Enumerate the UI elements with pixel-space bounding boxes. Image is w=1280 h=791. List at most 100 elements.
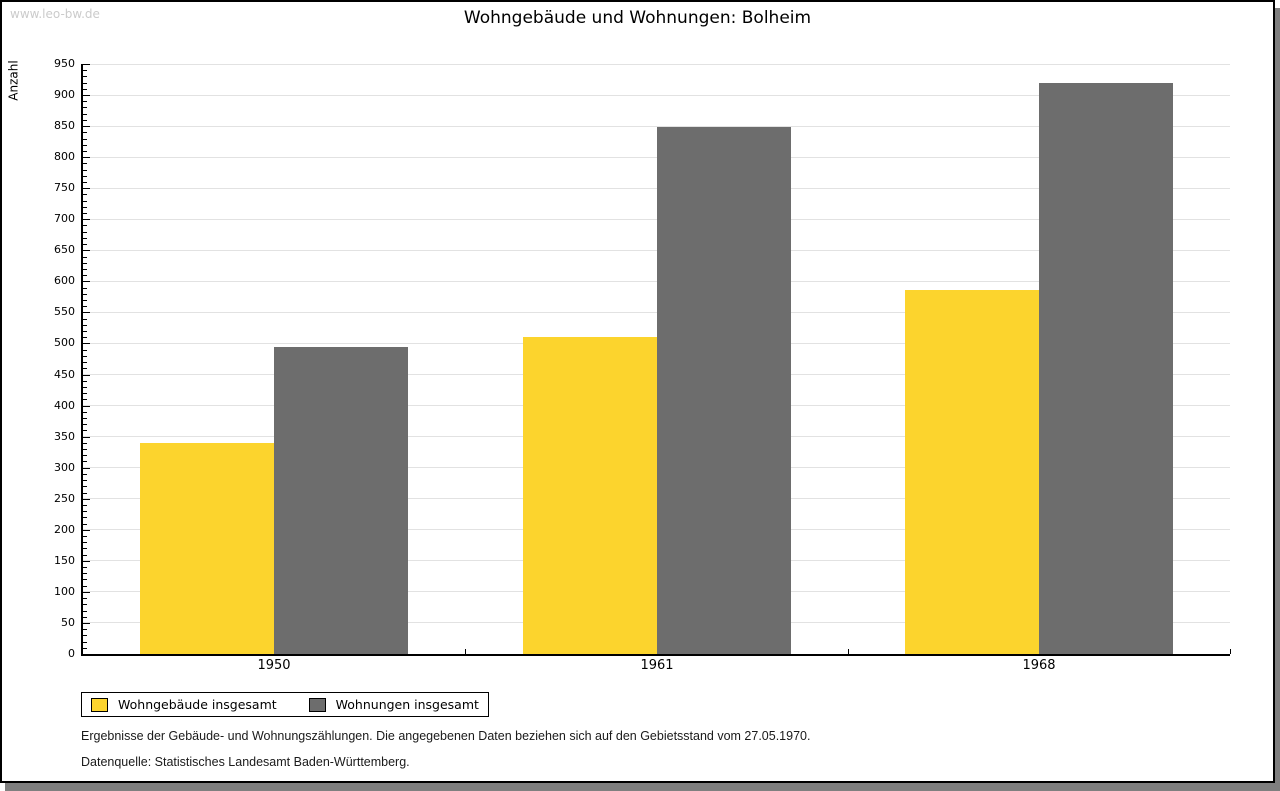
y-minor-tick — [83, 573, 87, 575]
y-minor-tick — [83, 225, 87, 227]
legend-swatch — [91, 697, 108, 712]
y-minor-tick — [83, 101, 87, 103]
y-minor-tick — [83, 517, 87, 519]
y-tick-label: 350 — [54, 429, 75, 443]
y-major-tick — [83, 281, 90, 283]
y-minor-tick — [83, 616, 87, 618]
gridline — [83, 249, 1230, 251]
y-minor-tick — [83, 399, 87, 401]
y-minor-tick — [83, 424, 87, 426]
y-minor-tick — [83, 169, 87, 171]
bar-wohngebaeude-1950 — [140, 442, 274, 654]
y-tick-label: 600 — [54, 274, 75, 288]
legend-label: Wohngebäude insgesamt — [118, 697, 277, 712]
y-tick-label: 900 — [54, 88, 75, 102]
y-major-tick — [83, 126, 90, 128]
chart-title: Wohngebäude und Wohnungen: Bolheim — [463, 8, 812, 28]
y-minor-tick — [83, 355, 87, 357]
legend-label: Wohnungen insgesamt — [335, 697, 479, 712]
y-tick-label: 650 — [54, 243, 75, 257]
y-minor-tick — [83, 262, 87, 264]
y-minor-tick — [83, 604, 87, 606]
y-minor-tick — [83, 442, 87, 444]
y-tick-label: 800 — [54, 150, 75, 164]
y-minor-tick — [83, 629, 87, 631]
y-minor-tick — [83, 504, 87, 506]
watermark: www.leo-bw.de — [10, 7, 100, 21]
y-minor-tick — [83, 275, 87, 277]
gridline — [83, 94, 1230, 96]
y-major-tick — [83, 374, 90, 376]
y-minor-tick — [83, 244, 87, 246]
y-minor-tick — [83, 492, 87, 494]
y-minor-tick — [83, 585, 87, 587]
gridline — [83, 63, 1230, 65]
y-tick-label: 400 — [54, 398, 75, 412]
y-major-tick — [83, 219, 90, 221]
footnote: Ergebnisse der Gebäude- und Wohnungszähl… — [81, 729, 811, 743]
y-minor-tick — [83, 163, 87, 165]
y-minor-tick — [83, 480, 87, 482]
y-tick-label: 700 — [54, 212, 75, 226]
y-minor-tick — [83, 486, 87, 488]
y-minor-tick — [83, 194, 87, 196]
legend-item: Wohngebäude insgesamt — [91, 697, 277, 712]
y-minor-tick — [83, 200, 87, 202]
y-tick-label: 200 — [54, 522, 75, 536]
legend-item: Wohnungen insgesamt — [308, 697, 479, 712]
y-minor-tick — [83, 213, 87, 215]
y-minor-tick — [83, 82, 87, 84]
y-tick-label: 950 — [54, 57, 75, 70]
y-tick-label: 250 — [54, 491, 75, 505]
bar-wohnungen-1950 — [274, 347, 408, 654]
y-minor-tick — [83, 449, 87, 451]
y-minor-tick — [83, 473, 87, 475]
y-major-tick — [83, 64, 90, 65]
y-tick-label: 150 — [54, 553, 75, 567]
y-minor-tick — [83, 548, 87, 550]
source-note: Datenquelle: Statistisches Landesamt Bad… — [81, 755, 410, 769]
y-minor-tick — [83, 113, 87, 115]
y-minor-tick — [83, 318, 87, 320]
y-minor-tick — [83, 455, 87, 457]
y-minor-tick — [83, 461, 87, 463]
plot-area: 0 50 100 150 200 250 300 350 400 450 500 550 600 650 7… — [54, 57, 1231, 673]
y-tick-label: 300 — [54, 460, 75, 474]
y-minor-tick — [83, 182, 87, 183]
y-minor-tick — [83, 368, 87, 370]
y-major-tick — [83, 405, 90, 407]
y-minor-tick — [83, 306, 87, 308]
y-major-tick — [83, 591, 90, 593]
legend: Wohngebäude insgesamt Wohnungen insgesamt — [81, 692, 489, 717]
y-major-tick — [83, 343, 90, 345]
y-minor-tick — [83, 523, 87, 525]
y-minor-tick — [83, 107, 87, 109]
y-minor-tick — [83, 647, 87, 649]
y-minor-tick — [83, 331, 87, 333]
y-minor-tick — [83, 536, 87, 537]
y-minor-tick — [83, 380, 87, 382]
y-minor-tick — [83, 150, 87, 152]
y-major-tick — [83, 622, 90, 624]
y-minor-tick — [83, 567, 87, 569]
y-major-tick — [83, 467, 90, 469]
y-minor-tick — [83, 610, 87, 612]
y-tick-label: 750 — [54, 181, 75, 195]
y-minor-tick — [83, 430, 87, 432]
y-minor-tick — [83, 293, 87, 295]
y-major-tick — [83, 312, 90, 314]
y-minor-tick — [83, 337, 87, 339]
gridline — [83, 218, 1230, 220]
y-minor-tick — [83, 300, 87, 301]
y-minor-tick — [83, 138, 87, 140]
bar-wohnungen-1961 — [657, 127, 791, 654]
y-minor-tick — [83, 349, 87, 351]
y-major-tick — [83, 529, 90, 531]
legend-swatch — [308, 697, 326, 712]
gridline — [83, 280, 1230, 282]
bar-wohngebaeude-1968 — [905, 290, 1039, 654]
bar-wohnungen-1968 — [1039, 82, 1173, 654]
y-minor-tick — [83, 76, 87, 78]
y-tick-label: 550 — [54, 305, 75, 319]
